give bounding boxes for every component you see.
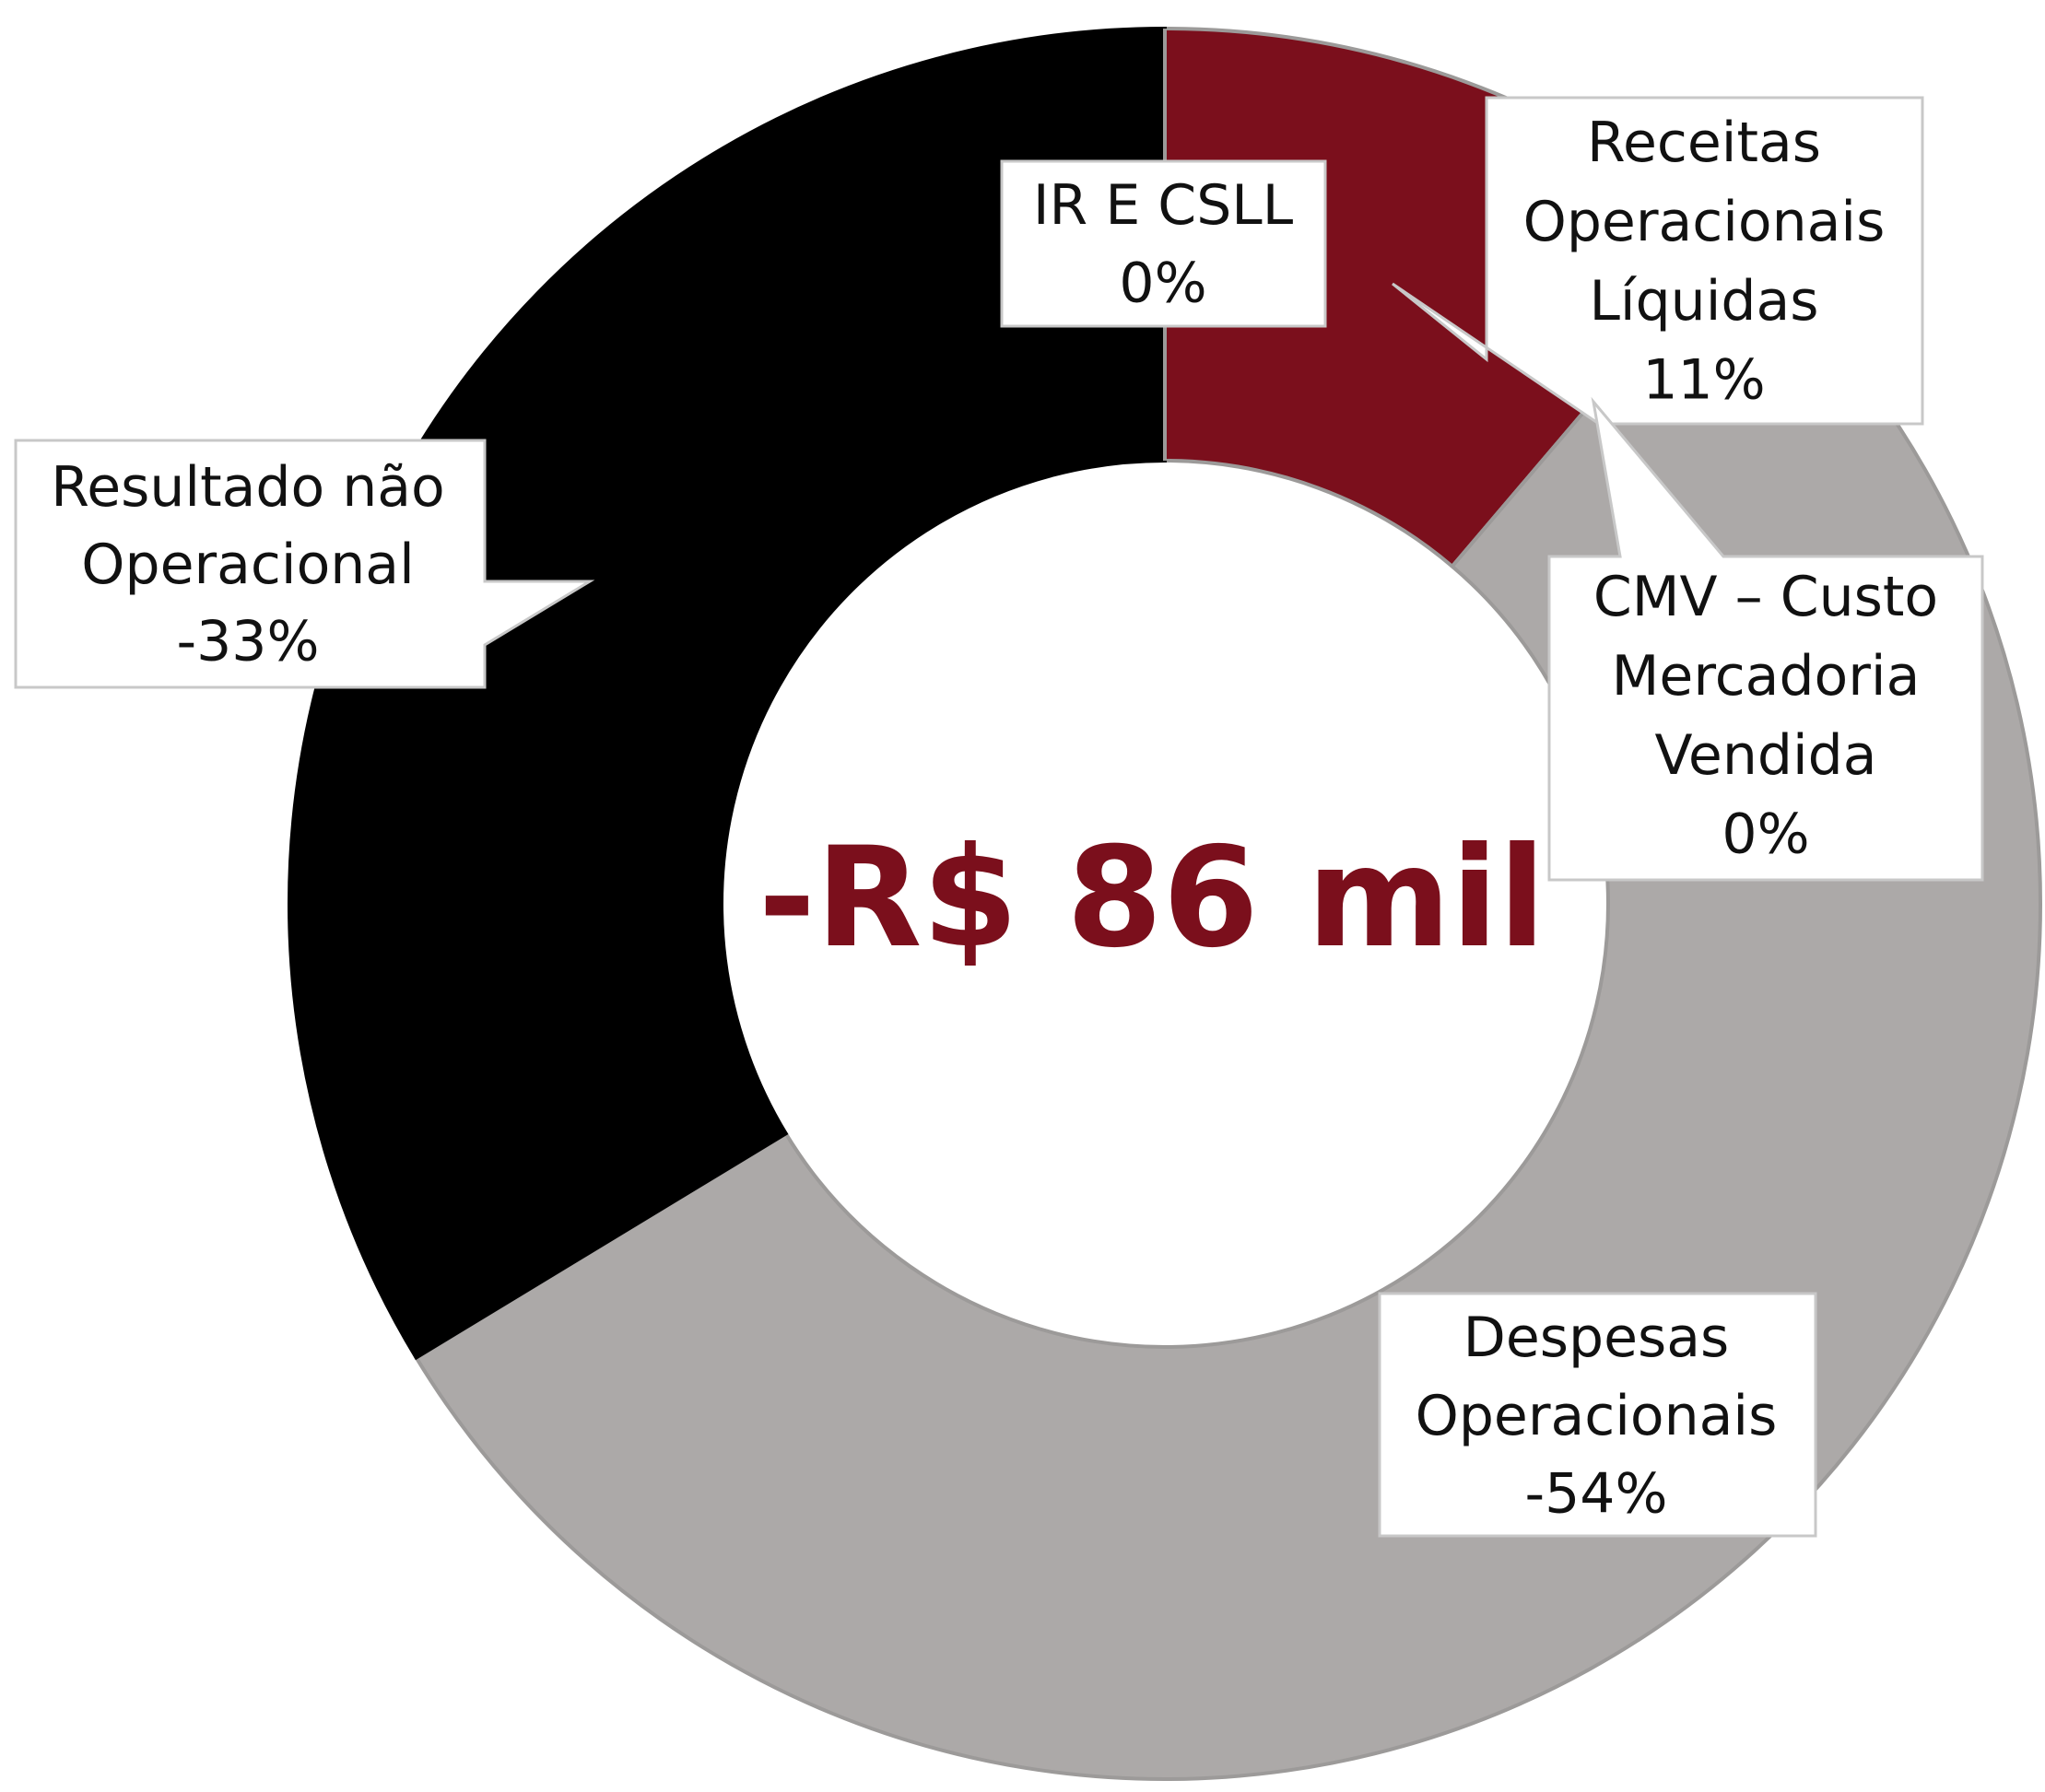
slice [288, 26, 1167, 1361]
value-label: -54% [1524, 1462, 1667, 1527]
value-label: -33% [176, 610, 319, 674]
value-label: 0% [1722, 802, 1809, 867]
slice-label: CMV – Custo Mercadoria Vendida [1593, 565, 1938, 788]
center-label: -R$ 86 mil [758, 818, 1546, 978]
slice-label: IR E CSLL [1033, 173, 1294, 238]
callouts [14, 96, 1984, 1538]
label-box [14, 439, 595, 689]
label-box [1378, 1292, 1817, 1538]
label-box [1000, 159, 1327, 328]
label-box [1547, 396, 1984, 882]
slice-label: Resultado não Operacional [51, 455, 445, 597]
value-label: 0% [1119, 252, 1206, 316]
slice-label: Receitas Operacionais Líquidas [1523, 111, 1886, 334]
value-label: 11% [1642, 348, 1765, 413]
slice-label: Despesas Operacionais [1416, 1306, 1778, 1448]
